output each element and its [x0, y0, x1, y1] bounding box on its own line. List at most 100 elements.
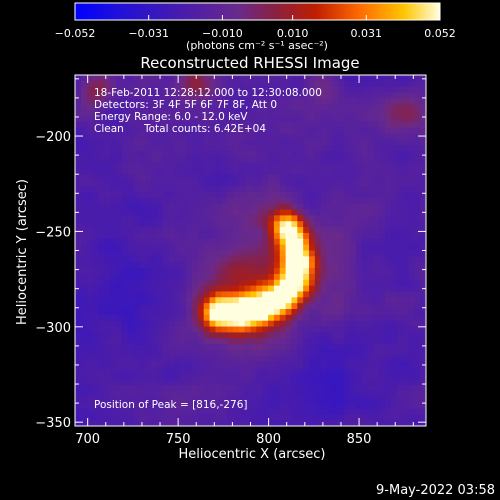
heatmap-cell: [291, 349, 298, 357]
heatmap-cell: [121, 92, 129, 99]
heatmap-cell: [168, 355, 176, 363]
heatmap-cell: [174, 156, 181, 164]
heatmap-cell: [92, 349, 99, 357]
heatmap-cell: [420, 139, 426, 146]
heatmap-cell: [268, 414, 275, 421]
heatmap-cell: [151, 180, 158, 187]
heatmap-cell: [326, 367, 333, 374]
heatmap-cell: [180, 232, 187, 240]
heatmap-cell: [385, 355, 392, 363]
heatmap-cell: [221, 92, 228, 99]
heatmap-cell: [297, 244, 304, 252]
heatmap-cell: [408, 273, 415, 281]
heatmap-cell: [361, 332, 369, 339]
heatmap-cell: [361, 162, 369, 170]
heatmap-cell: [379, 390, 386, 398]
heatmap-cell: [273, 215, 281, 222]
heatmap-cell: [156, 209, 164, 216]
heatmap-cell: [326, 186, 333, 193]
heatmap-cell: [414, 209, 421, 216]
heatmap-cell: [133, 186, 140, 193]
heatmap-cell: [285, 80, 293, 88]
heatmap-cell: [186, 197, 193, 205]
heatmap-cell: [367, 408, 374, 415]
heatmap-cell: [320, 186, 328, 193]
heatmap-cell: [338, 268, 345, 275]
heatmap-cell: [273, 390, 281, 398]
heatmap-cell: [250, 262, 257, 269]
heatmap-cell: [309, 75, 316, 82]
heatmap-cell: [303, 273, 310, 281]
heatmap-cell: [115, 291, 123, 298]
heatmap-cell: [115, 355, 123, 363]
heatmap-cell: [256, 314, 263, 322]
heatmap-cell: [127, 92, 135, 99]
heatmap-cell: [86, 244, 94, 252]
heatmap-cell: [192, 338, 199, 345]
heatmap-cell: [221, 408, 228, 415]
heatmap-cell: [390, 314, 398, 322]
heatmap-cell: [390, 75, 398, 82]
heatmap-cell: [162, 385, 170, 392]
heatmap-cell: [314, 238, 322, 246]
heatmap-cell: [373, 273, 380, 281]
heatmap-cell: [367, 162, 374, 170]
heatmap-cell: [373, 98, 380, 105]
heatmap-cell: [262, 379, 269, 386]
heatmap-cell: [104, 238, 111, 246]
heatmap-cell: [86, 75, 94, 82]
heatmap-cell: [115, 209, 123, 216]
heatmap-cell: [221, 186, 228, 193]
heatmap-cell: [314, 385, 322, 392]
heatmap-cell: [203, 373, 211, 380]
heatmap-cell: [115, 256, 123, 263]
heatmap-cell: [203, 139, 211, 146]
heatmap-cell: [133, 273, 140, 281]
heatmap-cell: [408, 332, 415, 339]
heatmap-cell: [104, 209, 111, 216]
heatmap-cell: [256, 344, 263, 351]
heatmap-cell: [414, 192, 421, 199]
heatmap-cell: [379, 396, 386, 404]
heatmap-cell: [367, 309, 374, 316]
heatmap-cell: [402, 285, 410, 293]
heatmap-cell: [273, 186, 281, 193]
heatmap-cell: [110, 192, 117, 199]
heatmap-cell: [355, 338, 363, 345]
heatmap-cell: [390, 326, 398, 333]
heatmap-cell: [320, 238, 328, 246]
heatmap-cell: [320, 344, 328, 351]
heatmap-cell: [408, 209, 415, 216]
heatmap-cell: [338, 344, 345, 351]
heatmap-cell: [326, 174, 333, 181]
heatmap-cell: [414, 238, 421, 246]
heatmap-cell: [385, 344, 392, 351]
heatmap-cell: [273, 209, 281, 216]
heatmap-cell: [110, 180, 117, 187]
heatmap-cell: [133, 326, 140, 333]
heatmap-cell: [373, 303, 380, 310]
heatmap-cell: [232, 256, 240, 263]
heatmap-cell: [139, 414, 146, 421]
heatmap-cell: [326, 162, 333, 170]
heatmap-cell: [115, 174, 123, 181]
heatmap-cell: [238, 408, 246, 415]
heatmap-cell: [238, 414, 246, 421]
heatmap-cell: [139, 215, 146, 222]
heatmap-cell: [385, 238, 392, 246]
heatmap-cell: [215, 139, 222, 146]
heatmap-cell: [203, 285, 211, 293]
heatmap-cell: [75, 197, 82, 205]
heatmap-cell: [145, 279, 152, 287]
heatmap-cell: [186, 238, 193, 246]
heatmap-cell: [98, 221, 105, 228]
heatmap-cell: [232, 385, 240, 392]
heatmap-cell: [104, 98, 111, 105]
heatmap-cell: [104, 232, 111, 240]
heatmap-cell: [273, 104, 281, 111]
heatmap-cell: [344, 80, 351, 88]
heatmap-cell: [320, 80, 328, 88]
heatmap-cell: [332, 133, 339, 140]
heatmap-cell: [133, 396, 140, 404]
heatmap-cell: [75, 215, 82, 222]
